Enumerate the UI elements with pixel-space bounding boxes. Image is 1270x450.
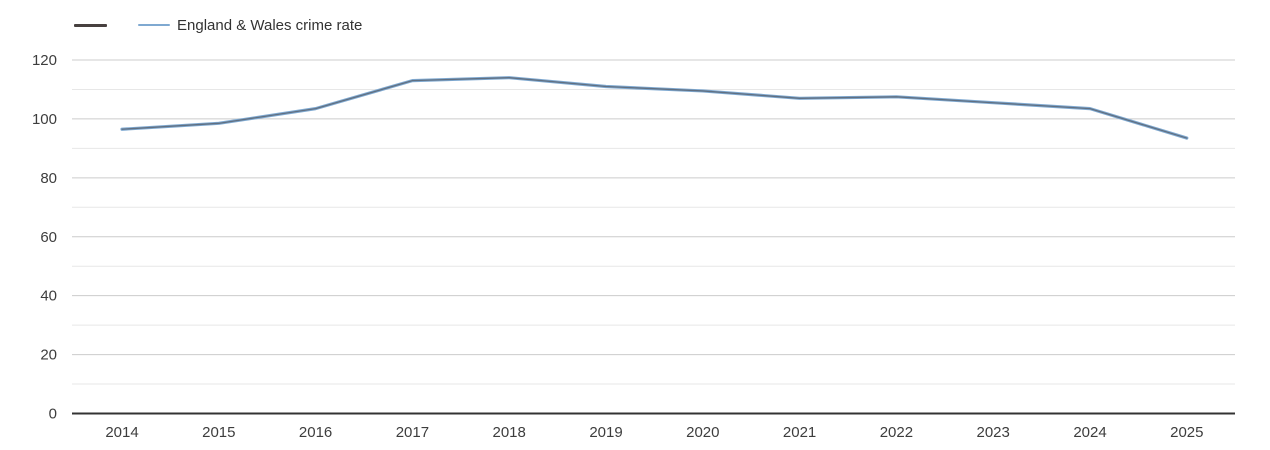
y-tick-label-60: 60 <box>40 229 57 246</box>
x-tick-label-2019: 2019 <box>589 424 622 441</box>
y-tick-label-20: 20 <box>40 347 57 364</box>
legend-item-label: England & Wales crime rate <box>177 16 363 34</box>
x-tick-label-2021: 2021 <box>783 424 816 441</box>
legend-item-0 <box>74 23 107 27</box>
legend-line-swatch-icon <box>74 23 107 27</box>
x-tick-label-2017: 2017 <box>396 424 429 441</box>
series-line-england-wales-crime-rate <box>120 76 1189 140</box>
x-tick-label-2018: 2018 <box>493 424 526 441</box>
y-tick-label-80: 80 <box>40 170 57 187</box>
x-tick-label-2022: 2022 <box>880 424 913 441</box>
chart-legend: England & Wales crime rate <box>74 17 362 34</box>
y-tick-label-0: 0 <box>49 406 57 423</box>
x-tick-label-2025: 2025 <box>1170 424 1203 441</box>
x-tick-label-2024: 2024 <box>1073 424 1106 441</box>
y-tick-label-120: 120 <box>32 52 57 69</box>
y-tick-label-40: 40 <box>40 288 57 305</box>
legend-line-swatch-icon <box>138 23 170 27</box>
y-tick-label-100: 100 <box>32 111 57 128</box>
x-tick-label-2014: 2014 <box>105 424 138 441</box>
x-tick-label-2016: 2016 <box>299 424 332 441</box>
series-line-unlabeled <box>121 77 1188 139</box>
x-tick-label-2023: 2023 <box>977 424 1010 441</box>
legend-item-1: England & Wales crime rate <box>138 17 362 34</box>
x-tick-label-2020: 2020 <box>686 424 719 441</box>
x-tick-label-2015: 2015 <box>202 424 235 441</box>
